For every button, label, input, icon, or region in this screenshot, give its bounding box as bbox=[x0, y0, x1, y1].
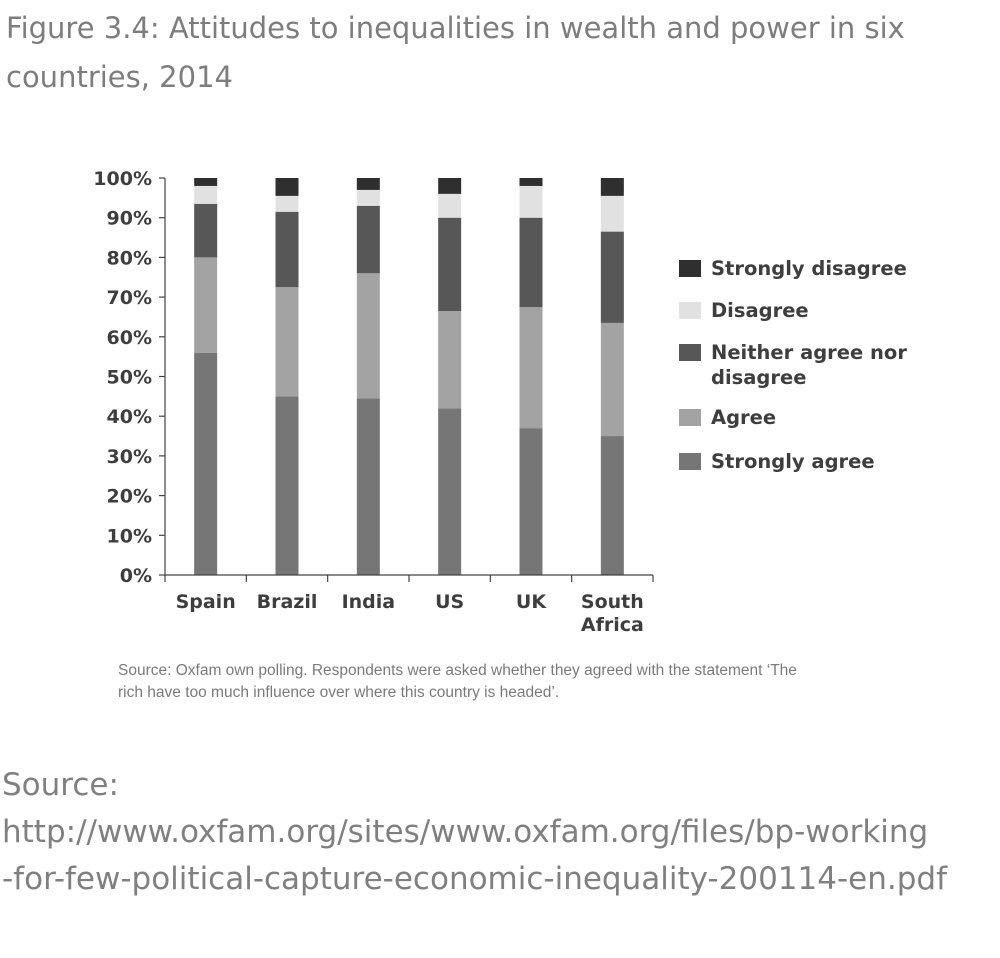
x-tick-label-brazil: Brazil bbox=[257, 591, 318, 613]
x-tick-label-spain: Spain bbox=[176, 591, 236, 613]
y-tick-label: 20% bbox=[107, 486, 152, 508]
legend-label-disagree: Disagree bbox=[711, 299, 809, 322]
bar-segment-india-agree bbox=[356, 273, 380, 399]
legend-label-strongly-agree: Strongly agree bbox=[711, 450, 875, 473]
x-tick-label-uk: UK bbox=[516, 591, 547, 613]
legend: Strongly disagree Disagree Neither agree n… bbox=[679, 257, 907, 473]
bar-segment-uk-neither-agree-nor-disagree bbox=[519, 217, 543, 308]
bar-segment-south-africa-strongly-agree bbox=[600, 436, 624, 575]
bar-segment-us-disagree bbox=[438, 193, 462, 218]
bar-segment-spain-strongly-agree bbox=[194, 352, 218, 575]
y-tick-label: 10% bbox=[107, 525, 152, 547]
bar-segment-uk-agree bbox=[519, 307, 543, 429]
legend-swatch-strongly-agree bbox=[679, 453, 701, 470]
bar-segment-brazil-agree bbox=[275, 287, 299, 397]
bar-segment-south-africa-agree bbox=[600, 322, 624, 437]
legend-label-neither-agree-nor-disagree: Neither agree nor bbox=[711, 341, 907, 364]
bar-segment-brazil-neither-agree-nor-disagree bbox=[275, 211, 299, 288]
bar-segment-spain-agree bbox=[194, 257, 218, 353]
bar-segment-brazil-strongly-agree bbox=[275, 396, 299, 575]
legend-swatch-strongly-disagree bbox=[679, 260, 701, 277]
bar-segment-india-disagree bbox=[356, 189, 380, 206]
bar-segment-us-strongly-agree bbox=[438, 408, 462, 575]
bar-segment-brazil-strongly-disagree bbox=[275, 178, 299, 196]
bars-group bbox=[194, 178, 624, 575]
bar-segment-spain-strongly-disagree bbox=[194, 178, 218, 186]
bar-segment-us-strongly-disagree bbox=[438, 178, 462, 194]
x-tick-label-india: India bbox=[342, 591, 396, 613]
x-tick-label-us: US bbox=[435, 591, 464, 613]
chart-source-note: Source: Oxfam own polling. Respondents w… bbox=[118, 662, 797, 701]
bar-segment-south-africa-strongly-disagree bbox=[600, 178, 624, 196]
legend-label-strongly-disagree: Strongly disagree bbox=[711, 257, 907, 280]
bar-segment-south-africa-neither-agree-nor-disagree bbox=[600, 231, 624, 323]
y-tick-label: 70% bbox=[107, 287, 152, 309]
bar-segment-spain-neither-agree-nor-disagree bbox=[194, 203, 218, 258]
legend-swatch-neither-agree-nor-disagree bbox=[679, 344, 701, 361]
bar-segment-us-neither-agree-nor-disagree bbox=[438, 217, 462, 311]
axes-group: 0% 10% 20% 30% 40% 50% 60% 70% 80% 90% 100% Spain Br… bbox=[93, 168, 654, 636]
x-tick-label-south-africa: Africa bbox=[581, 614, 644, 636]
y-tick-label: 80% bbox=[107, 247, 152, 269]
y-tick-label: 50% bbox=[107, 367, 152, 389]
bar-segment-brazil-disagree bbox=[275, 195, 299, 212]
bar-segment-india-neither-agree-nor-disagree bbox=[356, 205, 380, 274]
y-tick-label: 0% bbox=[120, 565, 152, 587]
page-source-url-line1[interactable]: http://www.oxfam.org/sites/www.oxfam.org… bbox=[2, 814, 929, 850]
legend-label-agree: Agree bbox=[711, 406, 776, 429]
y-tick-label: 30% bbox=[107, 446, 152, 468]
figure-title: Figure 3.4: Attitudes to inequalities in… bbox=[6, 11, 905, 94]
bar-segment-india-strongly-agree bbox=[356, 398, 380, 575]
stacked-bar-chart: 0% 10% 20% 30% 40% 50% 60% 70% 80% 90% 100% Spain Br… bbox=[93, 168, 907, 636]
bar-segment-uk-strongly-disagree bbox=[519, 178, 543, 186]
bar-segment-south-africa-disagree bbox=[600, 195, 624, 232]
y-tick-label: 60% bbox=[107, 327, 152, 349]
bar-segment-uk-strongly-agree bbox=[519, 428, 543, 575]
y-tick-label: 100% bbox=[93, 168, 152, 190]
legend-swatch-disagree bbox=[679, 302, 701, 319]
bar-segment-us-agree bbox=[438, 311, 462, 409]
bar-segment-uk-disagree bbox=[519, 185, 543, 218]
page-source-label: Source: bbox=[2, 767, 119, 803]
legend-swatch-agree bbox=[679, 409, 701, 426]
y-tick-label: 90% bbox=[107, 208, 152, 230]
page-source: Source: http://www.oxfam.org/sites/www.o… bbox=[2, 762, 998, 903]
legend-label-neither-agree-nor-disagree: disagree bbox=[711, 366, 806, 389]
page-source-url-line2[interactable]: -for-few-political-capture-economic-ineq… bbox=[2, 861, 947, 897]
y-tick-label: 40% bbox=[107, 406, 152, 428]
bar-segment-spain-disagree bbox=[194, 185, 218, 204]
x-tick-label-south-africa: South bbox=[581, 591, 644, 613]
bar-segment-india-strongly-disagree bbox=[356, 178, 380, 190]
